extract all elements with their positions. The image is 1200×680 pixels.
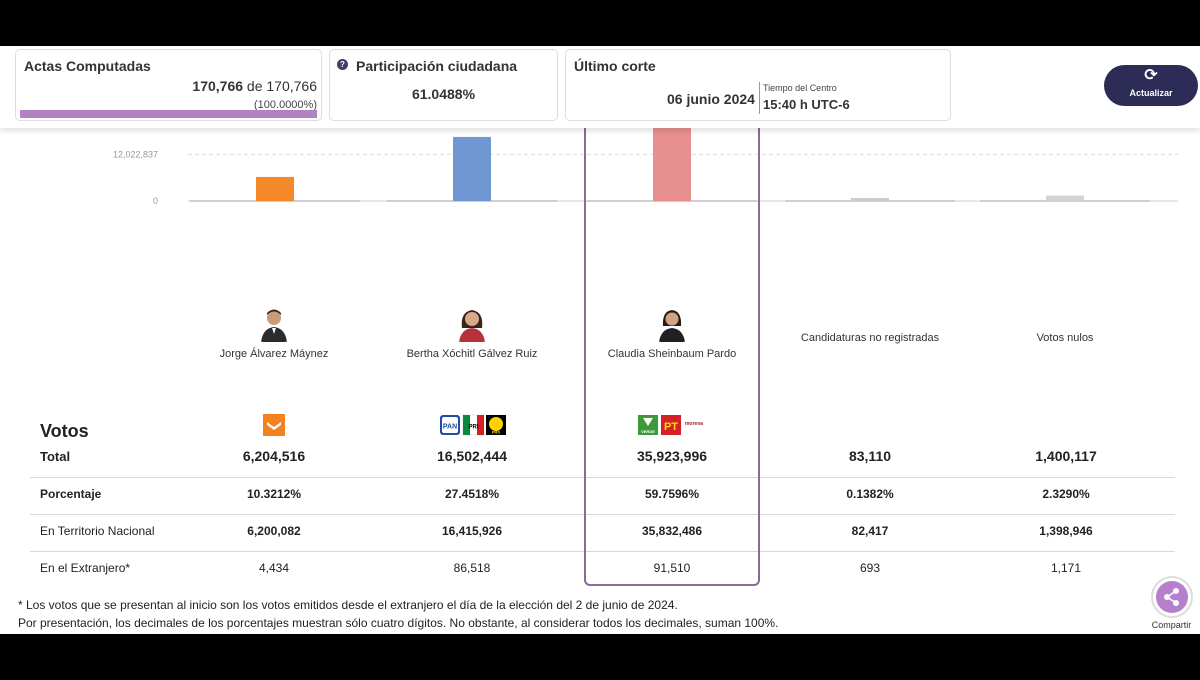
bar-4 xyxy=(1046,195,1084,201)
table-cell: 1,171 xyxy=(1050,561,1082,575)
table-cell: 6,200,082 xyxy=(247,524,301,538)
refresh-label: Actualizar xyxy=(1129,88,1173,98)
corte-tz-label: Tiempo del Centro xyxy=(763,83,837,93)
votos-nulos: Votos nulos xyxy=(970,326,1160,344)
category-name: Votos nulos xyxy=(1036,332,1094,344)
avatar-galvez-icon xyxy=(457,306,487,342)
table-cell: 6,204,516 xyxy=(242,448,306,464)
table-cell: 27.4518% xyxy=(444,487,500,501)
avatar-maynez-icon xyxy=(259,306,289,342)
table-cell: 86,518 xyxy=(453,561,491,575)
table-row-porcentaje: Porcentaje 10.3212% 27.4518% 59.7596% 0.… xyxy=(30,477,1175,515)
actas-percent: (100.0000%) xyxy=(254,99,317,111)
avatar-sheinbaum-icon xyxy=(657,306,687,342)
logo-pri-icon: PRI xyxy=(462,414,485,436)
table-cell: 1,400,117 xyxy=(1035,448,1097,464)
svg-text:PRI: PRI xyxy=(468,425,478,431)
coalition-logos-2: VERDE PT morena xyxy=(638,414,708,436)
row-label: Total xyxy=(40,449,71,464)
logo-morena-icon: morena xyxy=(685,421,703,427)
corte-title: Último corte xyxy=(574,58,656,74)
svg-text:PAN: PAN xyxy=(443,424,457,431)
table-cell: 83,110 xyxy=(848,448,892,464)
svg-text:PT: PT xyxy=(664,421,678,433)
row-label: En el Extranjero* xyxy=(40,561,131,575)
table-cell: 0.1382% xyxy=(846,487,894,501)
table-cell: 35,923,996 xyxy=(636,448,708,464)
corte-card: Último corte 06 junio 2024 Tiempo del Ce… xyxy=(565,49,951,121)
table-cell: 1,398,946 xyxy=(1039,524,1093,538)
candidate-name: Claudia Sheinbaum Pardo xyxy=(607,348,737,360)
logo-pan-icon: PAN xyxy=(440,415,460,435)
share-button[interactable]: Compartir xyxy=(1143,576,1200,634)
svg-text:PRD: PRD xyxy=(492,430,501,435)
corte-date: 06 junio 2024 xyxy=(667,91,755,107)
participacion-value: 61.0488% xyxy=(411,86,476,102)
coalition-logos: PAN PRI PRD xyxy=(440,414,510,436)
y-tick-label: 0 xyxy=(153,196,158,206)
logo-verde-icon: VERDE xyxy=(638,415,658,435)
logo-prd-icon: PRD xyxy=(486,415,506,435)
candidate-name: Bertha Xóchitl Gálvez Ruiz xyxy=(406,348,538,360)
table-cell: 10.3212% xyxy=(246,487,302,501)
candidate-sheinbaum[interactable]: Claudia Sheinbaum Pardo xyxy=(577,306,767,360)
candidate-galvez[interactable]: Bertha Xóchitl Gálvez Ruiz xyxy=(377,306,567,360)
candidate-maynez[interactable]: Jorge Álvarez Máynez xyxy=(179,306,369,360)
bar-1 xyxy=(453,136,491,201)
table-row-territorio-nacional: En Territorio Nacional 6,200,082 16,415,… xyxy=(30,514,1175,552)
bar-0 xyxy=(256,176,294,201)
table-cell: 59.7596% xyxy=(644,487,700,501)
candidate-no-registradas: Candidaturas no registradas xyxy=(775,326,965,344)
corte-time: 15:40 h UTC-6 xyxy=(763,97,850,112)
table-cell: 2.3290% xyxy=(1042,487,1090,501)
candidate-name: Jorge Álvarez Máynez xyxy=(219,348,329,360)
info-icon[interactable]: ? xyxy=(337,59,348,70)
category-name: Candidaturas no registradas xyxy=(800,332,940,344)
table-cell: 16,415,926 xyxy=(441,524,503,538)
table-cell: 16,502,444 xyxy=(436,448,508,464)
corte-divider xyxy=(759,82,760,114)
refresh-icon: ⟳ xyxy=(1144,67,1158,84)
table-cell: 82,417 xyxy=(851,524,889,538)
logo-pt-icon: PT xyxy=(661,415,681,435)
logo-movimiento-ciudadano-icon xyxy=(263,414,285,436)
actas-counts: 170,766 de 170,766 xyxy=(192,78,317,94)
participacion-card: ? Participación ciudadana 61.0488% xyxy=(329,49,558,121)
share-label: Compartir xyxy=(1151,620,1192,630)
actas-card: Actas Computadas 170,766 de 170,766 (100… xyxy=(15,49,322,121)
actas-progress-bar xyxy=(20,110,317,118)
footnote-decimales: Por presentación, los decimales de los p… xyxy=(18,616,779,630)
refresh-button[interactable]: ⟳ Actualizar xyxy=(1104,65,1198,106)
actas-title: Actas Computadas xyxy=(24,58,151,74)
row-label: Porcentaje xyxy=(40,487,102,501)
participacion-title: Participación ciudadana xyxy=(356,58,518,74)
svg-text:VERDE: VERDE xyxy=(641,429,655,434)
actas-progress-fill xyxy=(20,110,317,118)
summary-header: Actas Computadas 170,766 de 170,766 (100… xyxy=(0,46,1200,128)
svg-text:morena: morena xyxy=(685,421,703,427)
table-row-total: Total 6,204,516 16,502,444 35,923,996 83… xyxy=(30,440,1175,478)
share-circle xyxy=(1150,576,1193,618)
y-tick-label: 12,022,837 xyxy=(113,149,158,159)
table-cell: 693 xyxy=(859,561,881,575)
footnote-extranjero: * Los votos que se presentan al inicio s… xyxy=(18,598,678,612)
table-cell: 91,510 xyxy=(653,561,691,575)
votos-title: Votos xyxy=(40,421,89,441)
results-screen: Actas Computadas 170,766 de 170,766 (100… xyxy=(0,46,1200,634)
bar-3 xyxy=(851,198,889,201)
table-row-extranjero: En el Extranjero* 4,434 86,518 91,510 69… xyxy=(30,551,1175,588)
table-cell: 4,434 xyxy=(258,561,290,575)
share-icon xyxy=(1155,581,1188,613)
table-cell: 35,832,486 xyxy=(641,524,703,538)
row-label: En Territorio Nacional xyxy=(40,524,155,538)
